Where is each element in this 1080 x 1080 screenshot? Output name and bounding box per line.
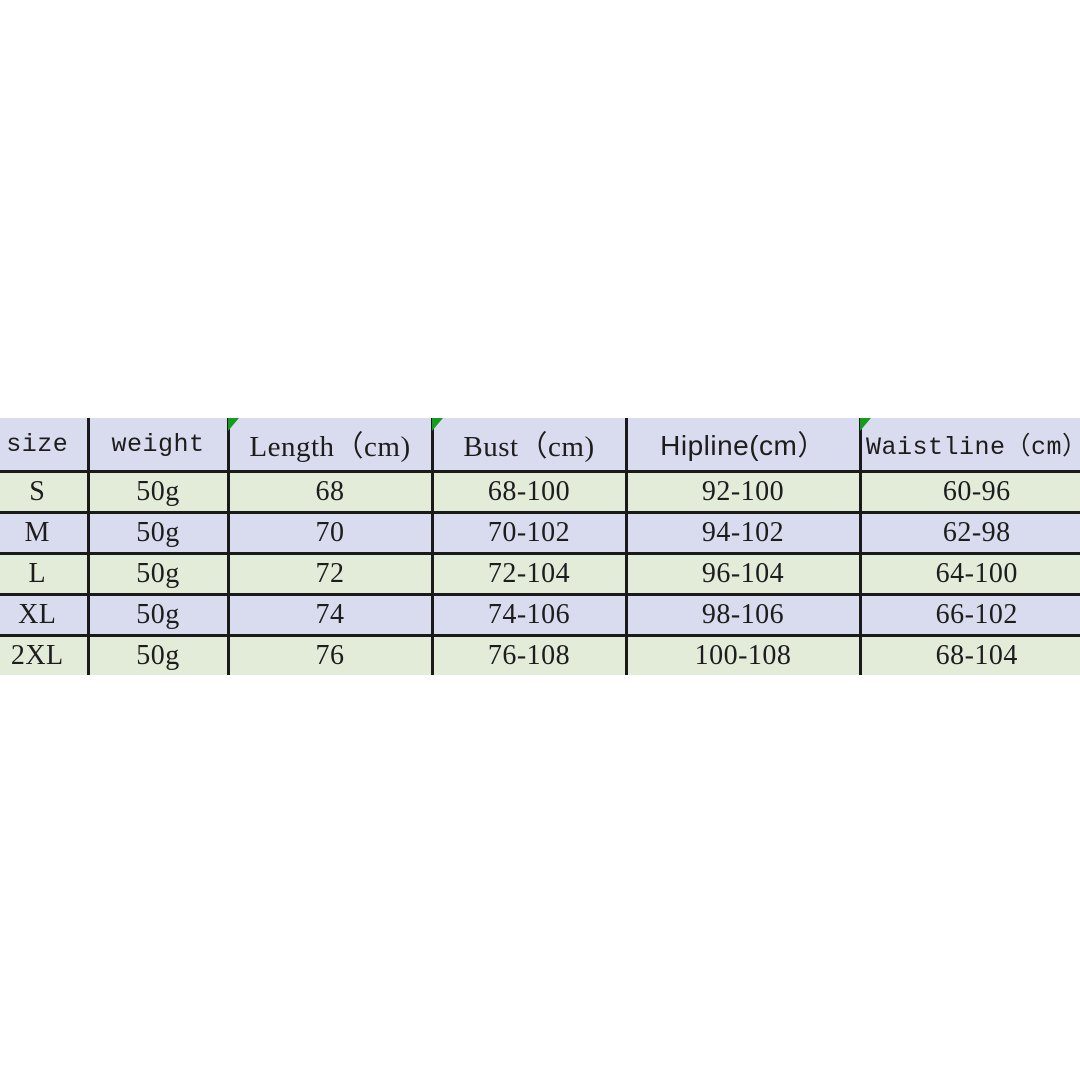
- cell-length: 76: [228, 635, 434, 675]
- cell-waistline: 62-98: [860, 512, 1080, 555]
- cell-hipline: 92-100: [626, 471, 862, 514]
- header-row: size weight Length（cm) Bust（cm) Hipline(…: [0, 418, 1080, 473]
- cell-size: M: [0, 512, 90, 555]
- cell-hipline: 94-102: [626, 512, 862, 555]
- cell-bust: 70-102: [432, 512, 628, 555]
- cell-weight: 50g: [88, 553, 230, 596]
- table-row: S 50g 68 68-100 92-100 60-96: [0, 471, 1080, 514]
- column-header-hipline: Hipline(cm）: [626, 418, 862, 473]
- comment-triangle-icon: [860, 418, 871, 431]
- cell-size: S: [0, 471, 90, 514]
- size-chart-table: size weight Length（cm) Bust（cm) Hipline(…: [0, 418, 1080, 675]
- comment-triangle-icon: [432, 418, 443, 431]
- cell-length: 74: [228, 594, 434, 637]
- cell-length: 68: [228, 471, 434, 514]
- cell-weight: 50g: [88, 471, 230, 514]
- cell-waistline: 60-96: [860, 471, 1080, 514]
- cell-bust: 74-106: [432, 594, 628, 637]
- cell-weight: 50g: [88, 635, 230, 675]
- cell-hipline: 100-108: [626, 635, 862, 675]
- cell-waistline: 68-104: [860, 635, 1080, 675]
- column-header-weight: weight: [88, 418, 230, 473]
- table-row: M 50g 70 70-102 94-102 62-98: [0, 512, 1080, 555]
- column-header-length: Length（cm): [228, 418, 434, 473]
- cell-bust: 76-108: [432, 635, 628, 675]
- table-row: 2XL 50g 76 76-108 100-108 68-104: [0, 635, 1080, 675]
- cell-hipline: 96-104: [626, 553, 862, 596]
- cell-bust: 72-104: [432, 553, 628, 596]
- cell-hipline: 98-106: [626, 594, 862, 637]
- cell-length: 72: [228, 553, 434, 596]
- cell-bust: 68-100: [432, 471, 628, 514]
- cell-waistline: 64-100: [860, 553, 1080, 596]
- cell-waistline: 66-102: [860, 594, 1080, 637]
- cell-size: 2XL: [0, 635, 90, 675]
- table-row: L 50g 72 72-104 96-104 64-100: [0, 553, 1080, 596]
- cell-length: 70: [228, 512, 434, 555]
- table-row: XL 50g 74 74-106 98-106 66-102: [0, 594, 1080, 637]
- cell-weight: 50g: [88, 594, 230, 637]
- cell-weight: 50g: [88, 512, 230, 555]
- size-chart-body: S 50g 68 68-100 92-100 60-96 M 50g 70 70…: [0, 471, 1080, 675]
- comment-triangle-icon: [228, 418, 239, 431]
- column-header-bust: Bust（cm): [432, 418, 628, 473]
- column-header-waistline: Waistline（cm）: [860, 418, 1080, 473]
- size-chart-container: size weight Length（cm) Bust（cm) Hipline(…: [0, 418, 1080, 675]
- size-chart-header: size weight Length（cm) Bust（cm) Hipline(…: [0, 418, 1080, 473]
- column-header-size: size: [0, 418, 90, 473]
- cell-size: L: [0, 553, 90, 596]
- cell-size: XL: [0, 594, 90, 637]
